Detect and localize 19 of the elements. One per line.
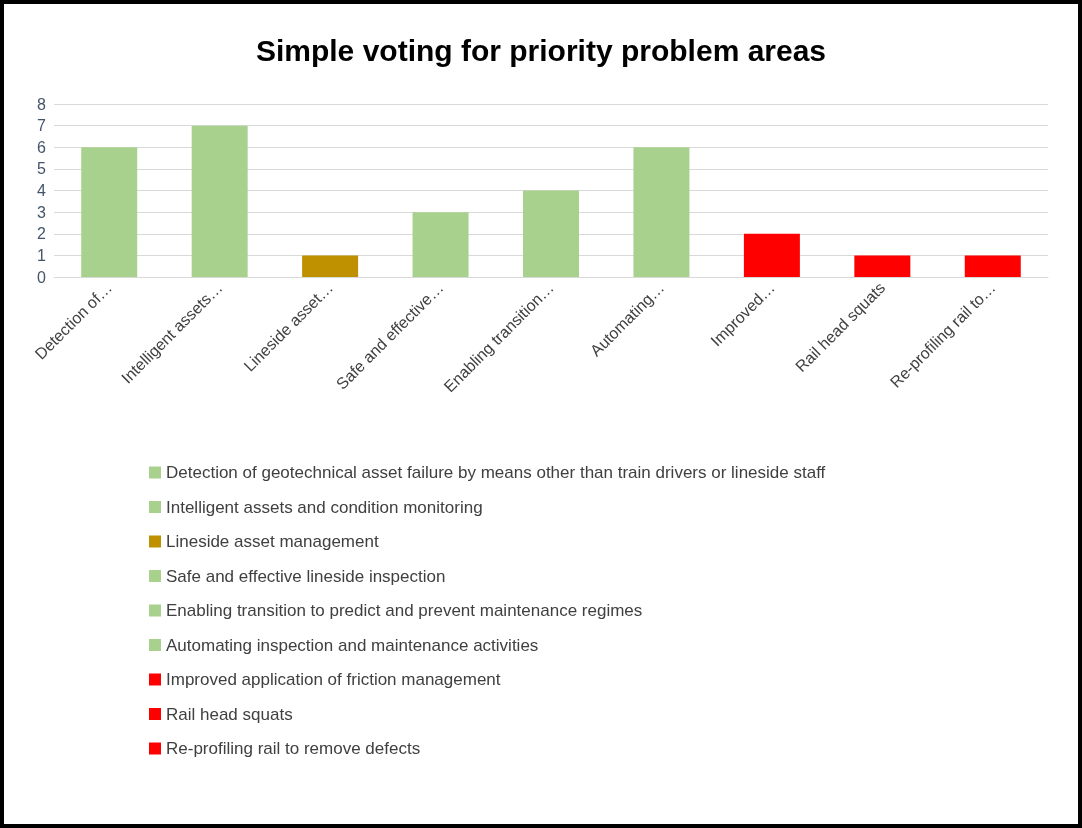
chart-title: Simple voting for priority problem areas bbox=[255, 33, 827, 67]
legend-label: Rail head squats bbox=[166, 704, 293, 724]
y-tick-label: 5 bbox=[37, 160, 47, 178]
y-tick-label: 3 bbox=[37, 203, 47, 221]
legend-label: Detection of geotechnical asset failure by means other than train drivers or lineside staff bbox=[166, 463, 826, 482]
legend-label: Safe and effective lineside inspection bbox=[166, 566, 446, 586]
legend-label: Lineside asset management bbox=[166, 532, 379, 551]
legend-label: Re-profiling rail to remove defects bbox=[166, 739, 421, 758]
y-tick-label: 1 bbox=[37, 246, 47, 264]
y-tick-label: 2 bbox=[37, 225, 47, 243]
y-tick-label: 0 bbox=[37, 268, 47, 286]
legend-label: Intelligent assets and condition monitoring bbox=[166, 497, 483, 517]
y-tick-label: 4 bbox=[37, 182, 47, 199]
y-tick-label: 7 bbox=[37, 117, 47, 135]
legend-label: Automating inspection and maintenance activities bbox=[166, 635, 539, 655]
y-tick-label: 8 bbox=[37, 95, 47, 113]
legend-label: Enabling transition to predict and prevent maintenance regimes bbox=[166, 601, 643, 620]
y-tick-label: 6 bbox=[37, 138, 47, 156]
legend-label: Improved application of friction management bbox=[166, 670, 501, 689]
